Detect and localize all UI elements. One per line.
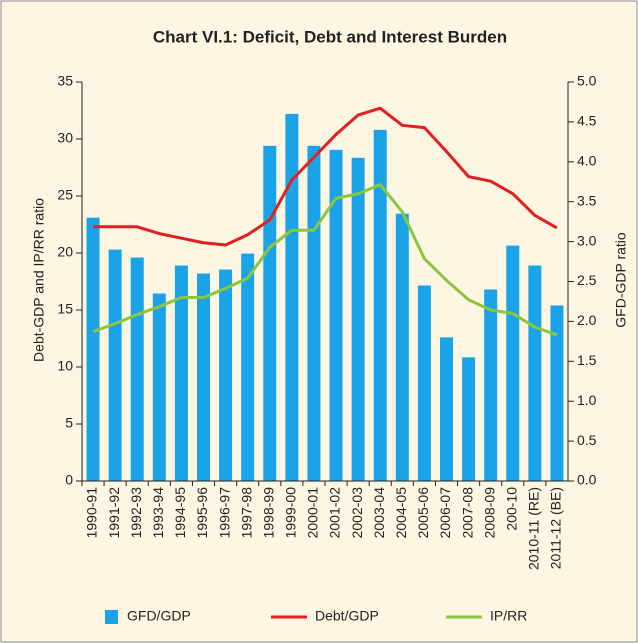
y-tick-label: 25: [57, 187, 73, 203]
line-series: [93, 106, 558, 247]
x-tick-label: 2002-03: [349, 487, 365, 539]
x-tick-label: 2011-12 (BE): [548, 487, 564, 569]
x-tick-label: 1996-97: [216, 487, 232, 539]
bar: [307, 145, 321, 481]
x-tick-label: 1998-99: [260, 487, 276, 539]
x-tick-label: 1994-95: [172, 487, 188, 539]
x-tick-label: 1993-94: [150, 487, 166, 539]
y2-tick-label: 2.5: [577, 272, 597, 288]
x-tick-label: 2000-01: [305, 487, 321, 539]
x-tick-label: 2006-07: [437, 487, 453, 539]
bar: [108, 249, 122, 481]
x-tick-label: 1990-91: [84, 487, 100, 539]
bar: [174, 265, 188, 481]
bar: [197, 273, 210, 481]
x-tick-label: 2007-08: [459, 487, 475, 539]
bar: [373, 129, 387, 481]
y2-tick-label: 1.0: [577, 392, 597, 408]
x-tick-label: 1997-98: [238, 487, 254, 539]
y-tick-label: 5: [65, 415, 73, 431]
x-tick-label: 2004-05: [393, 487, 409, 539]
x-tick-label: 2008-09: [481, 487, 497, 539]
bar: [462, 357, 476, 481]
bar: [395, 213, 409, 482]
y-axis-label: Debt-GDP and IP/RR ratio: [31, 198, 47, 362]
x-tick-label: 1999-00: [283, 487, 299, 539]
bar: [86, 217, 100, 481]
x-tick-label: 1991-92: [106, 487, 122, 539]
y-tick-label: 35: [57, 73, 73, 89]
y-tick-label: 0: [65, 472, 73, 488]
x-tick-label: 2005-06: [415, 487, 431, 539]
x-tick-label: 1995-96: [194, 487, 210, 539]
bar: [440, 337, 453, 481]
bar: [241, 253, 255, 481]
y2-tick-label: 0.0: [577, 472, 597, 488]
x-tick-label: 2001-02: [327, 487, 343, 539]
y2-tick-label: 2.0: [577, 312, 597, 328]
chart-title: Chart VI.1: Deficit, Debt and Interest B…: [153, 27, 507, 46]
y2-tick-label: 4.0: [577, 153, 597, 169]
y-tick-label: 10: [57, 358, 73, 374]
legend-label: GFD/GDP: [127, 608, 191, 624]
x-tick-label: 2010-11 (RE): [526, 487, 542, 570]
bar: [506, 245, 520, 481]
line-series: [92, 183, 558, 337]
bar: [130, 257, 144, 481]
bar: [351, 157, 365, 481]
y2-tick-label: 1.5: [577, 352, 597, 368]
y2-tick-label: 3.5: [577, 192, 597, 208]
y2-tick-label: 0.5: [577, 432, 597, 448]
bar: [417, 285, 431, 481]
bar: [528, 265, 542, 481]
legend-label: IP/RR: [490, 608, 527, 624]
bar: [285, 113, 299, 482]
bar: [329, 149, 343, 481]
y2-tick-label: 3.0: [577, 232, 597, 248]
x-tick-label: 1992-93: [128, 487, 144, 539]
y2-axis-label: GFD-GDP ratio: [613, 232, 629, 328]
bar: [550, 305, 564, 481]
bar: [484, 289, 498, 481]
legend-label: Debt/GDP: [315, 608, 379, 624]
bar: [152, 293, 166, 481]
y2-tick-label: 4.5: [577, 113, 597, 129]
x-tick-label: 200-10: [503, 487, 519, 531]
y-tick-label: 20: [57, 244, 73, 260]
bar: [263, 145, 277, 481]
y-tick-label: 30: [57, 130, 73, 146]
bar: [219, 269, 233, 481]
x-tick-label: 2003-04: [371, 487, 387, 539]
legend-swatch: [105, 610, 118, 624]
y-tick-label: 15: [57, 301, 73, 317]
y2-tick-label: 5.0: [577, 73, 597, 89]
